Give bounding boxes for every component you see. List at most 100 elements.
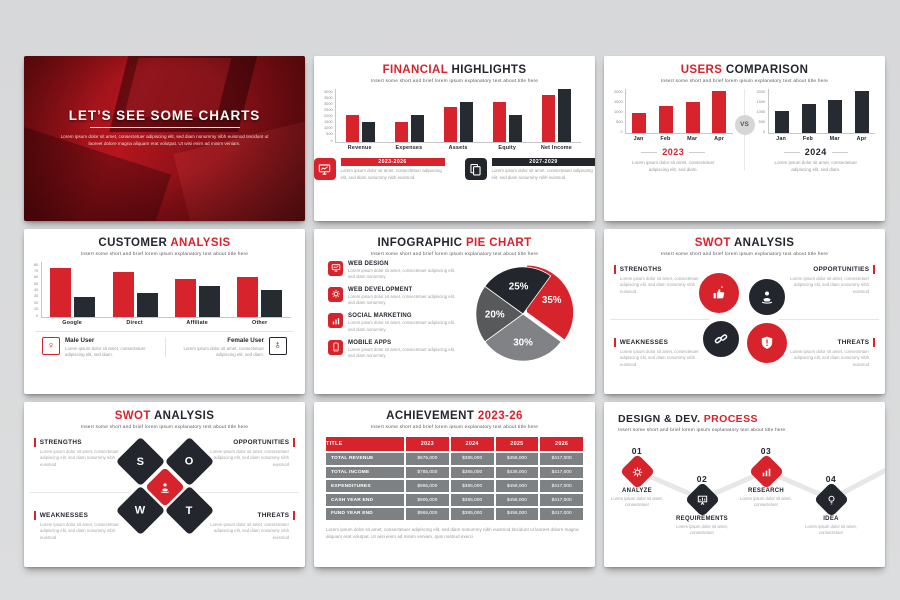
bar-revenue-2027-2029 xyxy=(362,121,376,142)
plot-area xyxy=(335,88,581,143)
person-in-hand-icon xyxy=(144,466,185,507)
accent-bar xyxy=(34,437,37,447)
x-tick-label: Other xyxy=(252,320,268,326)
table-cell: $385,000 xyxy=(450,508,494,520)
bar-affiliate-female-user xyxy=(199,286,221,317)
accent-bar xyxy=(34,510,37,520)
y-tick-label: 3500 xyxy=(324,94,333,100)
table-row: TOTAL REVENUE $675,000 $385,000 $456,000 $41… xyxy=(326,452,583,465)
quadrant-opportunities: OPPORTUNITIES Lorem ipsum dolor sit amet… xyxy=(203,437,295,469)
table-row: FUND YEAR END $965,000 $385,000 $456,000 $41… xyxy=(326,508,583,520)
legend-period-label: 2023-2026 xyxy=(340,158,445,166)
pie-slice-25- xyxy=(483,266,551,315)
y-tick-label: 1500 xyxy=(614,98,623,104)
quadrant-strengths: STRENGTHS Lorem ipsum dolor sit amet, co… xyxy=(614,264,706,296)
bar-group xyxy=(706,89,733,133)
y-axis: 2000 1500 1000 500 0 xyxy=(614,89,625,134)
bar-other-male-user xyxy=(237,276,259,317)
mobile-icon xyxy=(328,339,343,355)
dash-line xyxy=(831,151,848,153)
y-tick-label: 500 xyxy=(758,118,766,124)
bar-group xyxy=(385,89,434,142)
slide-customer-analysis[interactable]: CUSTOMER ANALYSIS Insert some short and … xyxy=(24,229,305,394)
slide-achievement-table[interactable]: ACHIEVEMENT 2023-26 Insert some short an… xyxy=(314,402,595,567)
table-cell: $456,000 xyxy=(495,480,539,493)
bar-group xyxy=(532,88,581,142)
table-row: EXPENDITURES $965,000 $385,000 $456,000 $417… xyxy=(326,480,583,493)
slide-subtitle: Insert some short and brief lorem ipsum … xyxy=(80,424,249,430)
bar-group xyxy=(483,89,532,142)
table-cell: $417,000 xyxy=(540,494,583,506)
year-label-2024: 2024 xyxy=(757,147,876,157)
table-cell: $417,000 xyxy=(540,466,583,479)
table-cell: $385,000 xyxy=(450,480,494,493)
y-tick-label: 0 xyxy=(762,128,766,134)
list-item-web-development: WEB DEVELOPMENT Lorem ipsum dolor sit ame… xyxy=(328,286,462,307)
bar-chart-2024: 2000 1500 1000 500 0 Jan Feb Mar Apr xyxy=(757,88,875,142)
table-footnote: Lorem ipsum dolor sit amet, consectetuer… xyxy=(326,526,579,540)
slide-design-dev-process[interactable]: DESIGN & DEV. PROCESS Insert some short … xyxy=(604,402,885,567)
y-axis: 2000 1500 1000 500 0 xyxy=(757,89,768,134)
table-row-title: FUND YEAR END xyxy=(326,508,404,520)
slide-title: FINANCIAL HIGHLIGHTS xyxy=(382,64,527,76)
y-tick-label: 2000 xyxy=(324,113,333,118)
chain-link-icon xyxy=(700,318,741,359)
process-step-idea: 04 IDEA Lorem ipsum dolor sit amet, cons… xyxy=(805,474,857,536)
table-cell: $417,000 xyxy=(540,508,583,520)
slide-title: USERS COMPARISON xyxy=(680,64,809,76)
x-tick-label: Assets xyxy=(448,145,468,151)
bulb-icon xyxy=(813,481,849,518)
bar-mar-2023 xyxy=(685,101,700,133)
bar-group xyxy=(848,89,875,133)
bar-jan-2023 xyxy=(632,112,647,133)
slide-users-comparison[interactable]: USERS COMPARISON Insert some short and b… xyxy=(604,56,885,221)
slide-cover[interactable]: LET’S SEE SOME CHARTS Lorem ipsum dolor … xyxy=(24,56,305,221)
slide-title: SWOT ANALYSIS xyxy=(114,410,215,422)
y-tick-label: 3000 xyxy=(324,100,333,106)
table-cell: $385,000 xyxy=(450,494,494,506)
quadrant-opportunities: OPPORTUNITIES Lorem ipsum dolor sit amet… xyxy=(783,264,875,296)
x-tick-label: Apr xyxy=(856,136,867,142)
slide-subtitle: Insert some short and brief lorem ipsum … xyxy=(660,251,829,257)
plot-area xyxy=(40,261,291,318)
legend-item-male-user: ♀ Male User Lorem ipsum dolor sit amet, … xyxy=(36,337,165,359)
table-header-row: TITLE 2023 2024 2025 2026 xyxy=(326,436,583,451)
legend-item-female-user: ♂ Female User Lorem ipsum dolor sit amet… xyxy=(165,337,294,359)
gear-icon xyxy=(328,286,343,302)
table-header-cell-2025: 2025 xyxy=(495,436,539,451)
gear-icon xyxy=(619,453,655,490)
slide-swot-analysis-diamonds[interactable]: SWOT ANALYSIS Insert some short and brie… xyxy=(24,402,305,567)
bar-expenses-2027-2029 xyxy=(411,115,425,142)
y-tick-label: 50 xyxy=(34,280,39,286)
slide-title: INFOGRAPHIC PIE CHART xyxy=(377,237,532,249)
year-description: Lorem ipsum dolor sit amet, consectetuer… xyxy=(631,160,715,172)
table-row: TOTAL INCOME $785,000 $365,000 $436,000 $417… xyxy=(326,466,583,479)
y-tick-label: 1500 xyxy=(756,98,766,104)
bar-chart-2023: 2000 1500 1000 500 0 Jan Feb Mar Apr xyxy=(614,88,733,142)
bar-net-income-2027-2029 xyxy=(558,88,572,142)
y-tick-label: 30 xyxy=(34,293,39,299)
x-tick-label: Feb xyxy=(660,136,671,142)
slide-financial-highlights[interactable]: FINANCIAL HIGHLIGHTS Insert some short a… xyxy=(314,56,595,221)
bar-google-female-user xyxy=(74,296,96,317)
y-tick-label: 70 xyxy=(34,267,39,273)
pie-slice-label: 25% xyxy=(508,281,528,292)
slides-grid: LET’S SEE SOME CHARTS Lorem ipsum dolor … xyxy=(24,56,885,567)
slide-infographic-pie-chart[interactable]: INFOGRAPHIC PIE CHART Insert some short … xyxy=(314,229,595,394)
slide-swot-analysis-circles[interactable]: SWOT ANALYSIS Insert some short and brie… xyxy=(604,229,885,394)
y-tick-label: 2500 xyxy=(324,106,333,112)
divider-line xyxy=(30,491,130,493)
divider-line xyxy=(610,318,710,320)
accent-bar xyxy=(292,510,295,520)
bar-group xyxy=(679,89,706,133)
bar-chart-icon xyxy=(748,453,784,490)
x-tick-label: Jan xyxy=(633,136,644,142)
x-tick-label: Mar xyxy=(829,136,840,142)
bar-equity-2023-2026 xyxy=(493,101,507,142)
documents-icon xyxy=(464,158,487,180)
y-axis: 80 70 60 50 40 30 20 10 0 xyxy=(34,262,41,318)
y-tick-label: 500 xyxy=(326,131,333,137)
legend-item-2027-2029: 2027-2029 Lorem ipsum dolor sit amet, co… xyxy=(464,158,595,182)
accent-bar xyxy=(872,264,875,274)
presentation-chart-icon xyxy=(684,481,720,518)
